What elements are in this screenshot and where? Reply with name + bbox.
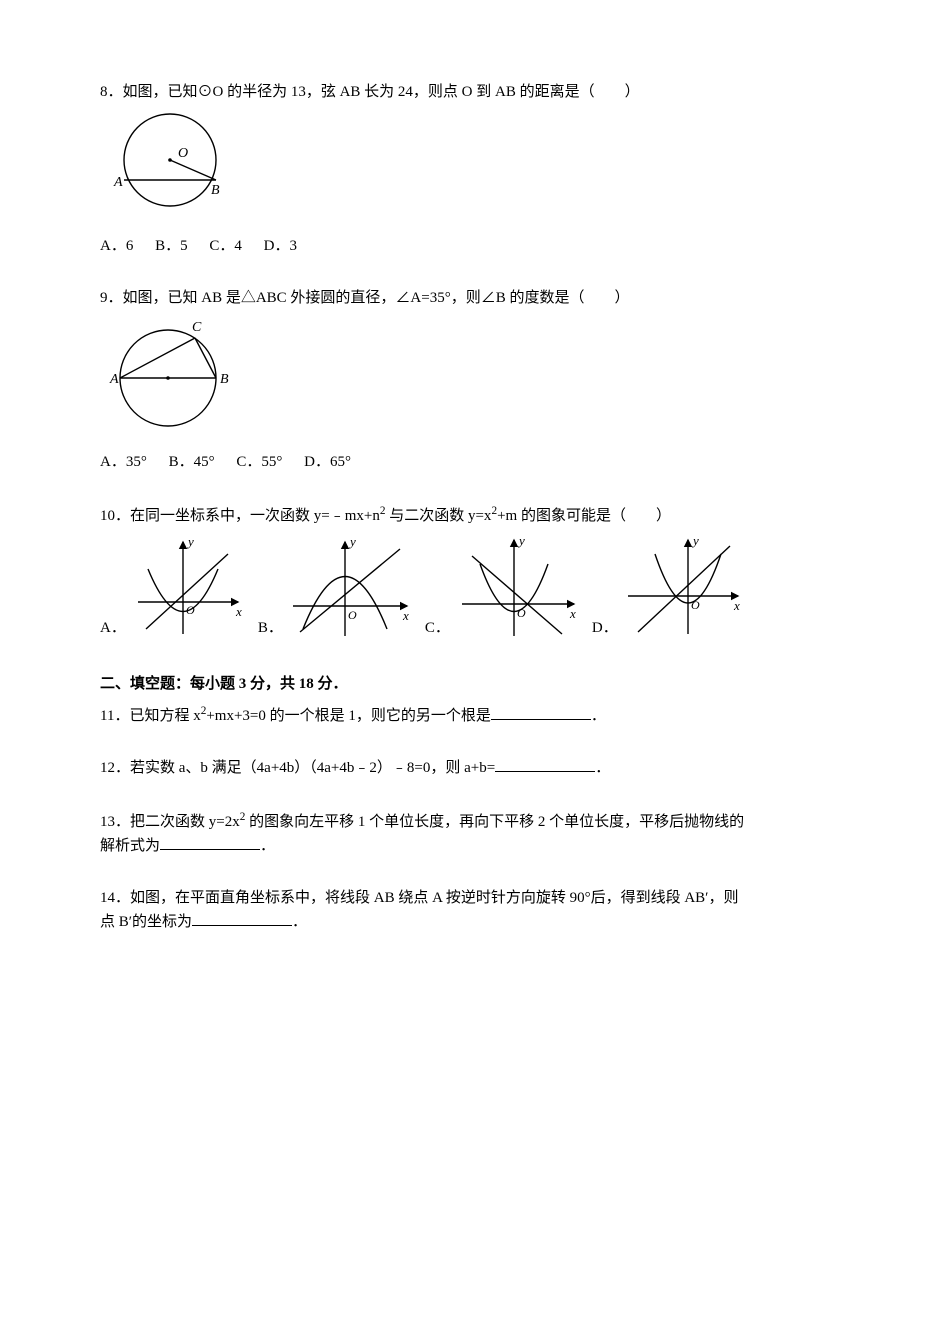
- q9-option-a: A．35°: [100, 454, 147, 470]
- q14-blank: [192, 910, 292, 926]
- question-14: 14．如图，在平面直角坐标系中，将线段 AB 绕点 A 按逆时针方向旋转 90°…: [100, 886, 850, 934]
- question-10: 10．在同一坐标系中，一次函数 y=﹣mx+n2 与二次函数 y=x2+m 的图…: [100, 502, 850, 644]
- q10-text: 10．在同一坐标系中，一次函数 y=﹣mx+n2 与二次函数 y=x2+m 的图…: [100, 502, 850, 528]
- q13-pre: 13．把二次函数 y=2x: [100, 814, 240, 830]
- question-11: 11．已知方程 x2+mx+3=0 的一个根是 1，则它的另一个根是．: [100, 702, 850, 728]
- q10-option-b: B．: [258, 616, 283, 644]
- q13-line2: 解析式为 ．: [100, 834, 850, 858]
- q8-option-c: C．4: [209, 238, 242, 254]
- question-13: 13．把二次函数 y=2x2 的图象向左平移 1 个单位长度，再向下平移 2 个…: [100, 808, 850, 858]
- q13-line1: 13．把二次函数 y=2x2 的图象向左平移 1 个单位长度，再向下平移 2 个…: [100, 808, 850, 834]
- q8-option-b: B．5: [155, 238, 188, 254]
- q9-option-b: B．45°: [169, 454, 215, 470]
- q12-pre: 12．若实数 a、b 满足（4a+4b）（4a+4b﹣2）﹣8=0，则 a+b=: [100, 760, 495, 776]
- question-8: 8．如图，已知⊙O 的半径为 13，弦 AB 长为 24，则点 O 到 AB 的…: [100, 80, 850, 258]
- q14-tail: ．: [292, 914, 307, 930]
- q10-option-b-cell: B． y x O: [258, 534, 415, 644]
- q12-blank: [495, 756, 595, 772]
- q8-text: 8．如图，已知⊙O 的半径为 13，弦 AB 长为 24，则点 O 到 AB 的…: [100, 80, 850, 104]
- q10-option-c: C．: [425, 616, 450, 644]
- q13-blank: [160, 834, 260, 850]
- svg-text:O: O: [517, 606, 526, 620]
- svg-text:x: x: [569, 606, 576, 621]
- q12-tail: ．: [595, 760, 610, 776]
- q9-figure: A B C: [108, 316, 850, 444]
- q13-line2a: 解析式为: [100, 838, 160, 854]
- q10-fig-a: y x O: [128, 534, 248, 644]
- q10-fig-c: y x O: [452, 534, 582, 644]
- q10-text-p3: +m 的图象可能是（ ）: [497, 508, 671, 524]
- q10-fig-b: y x O: [285, 534, 415, 644]
- q10-option-a: A．: [100, 616, 126, 644]
- q8-label-b: B: [211, 183, 220, 198]
- q9-text: 9．如图，已知 AB 是△ABC 外接圆的直径，∠A=35°，则∠B 的度数是（…: [100, 286, 850, 310]
- q10-option-c-cell: C． y x O: [425, 534, 582, 644]
- question-9: 9．如图，已知 AB 是△ABC 外接圆的直径，∠A=35°，则∠B 的度数是（…: [100, 286, 850, 474]
- q8-figure: O A B: [108, 110, 850, 228]
- svg-text:y: y: [348, 534, 356, 549]
- q8-option-d: D．3: [264, 238, 297, 254]
- svg-text:x: x: [733, 598, 740, 613]
- svg-text:x: x: [235, 604, 242, 619]
- q10-text-p2: 与二次函数 y=x: [385, 508, 491, 524]
- q9-label-c: C: [192, 320, 202, 335]
- q14-line2: 点 B′的坐标为 ．: [100, 910, 850, 934]
- q9-options: A．35° B．45° C．55° D．65°: [100, 450, 850, 474]
- svg-text:y: y: [517, 534, 525, 548]
- svg-text:y: y: [691, 534, 699, 548]
- q8-option-a: A．6: [100, 238, 133, 254]
- q14-line1: 14．如图，在平面直角坐标系中，将线段 AB 绕点 A 按逆时针方向旋转 90°…: [100, 886, 850, 910]
- q10-options: A． y x O B． y x O: [100, 534, 850, 644]
- q10-option-d: D．: [592, 616, 618, 644]
- q8-label-o: O: [178, 146, 188, 161]
- q13-mid: 的图象向左平移 1 个单位长度，再向下平移 2 个单位长度，平移后抛物线的: [245, 814, 744, 830]
- q13-tail: ．: [260, 838, 275, 854]
- q9-option-d: D．65°: [304, 454, 351, 470]
- q8-options: A．6 B．5 C．4 D．3: [100, 234, 850, 258]
- q9-label-a: A: [109, 372, 119, 387]
- q9-label-b: B: [220, 372, 229, 387]
- q14-line2a: 点 B′的坐标为: [100, 914, 192, 930]
- q10-text-p1: 10．在同一坐标系中，一次函数 y=﹣mx+n: [100, 508, 380, 524]
- question-12: 12．若实数 a、b 满足（4a+4b）（4a+4b﹣2）﹣8=0，则 a+b=…: [100, 756, 850, 780]
- svg-text:x: x: [402, 608, 409, 623]
- q10-option-a-cell: A． y x O: [100, 534, 248, 644]
- svg-text:O: O: [348, 608, 357, 622]
- section-2-title: 二、填空题：每小题 3 分，共 18 分．: [100, 672, 850, 696]
- q11-post: +mx+3=0 的一个根是 1，则它的另一个根是: [206, 708, 491, 724]
- svg-text:y: y: [186, 534, 194, 549]
- q11-tail: ．: [591, 708, 606, 724]
- q10-option-d-cell: D． y x O: [592, 534, 745, 644]
- q11-pre: 11．已知方程 x: [100, 708, 201, 724]
- q10-fig-d: y x O: [620, 534, 745, 644]
- q9-option-c: C．55°: [236, 454, 282, 470]
- q8-label-a: A: [113, 175, 123, 190]
- q11-blank: [491, 704, 591, 720]
